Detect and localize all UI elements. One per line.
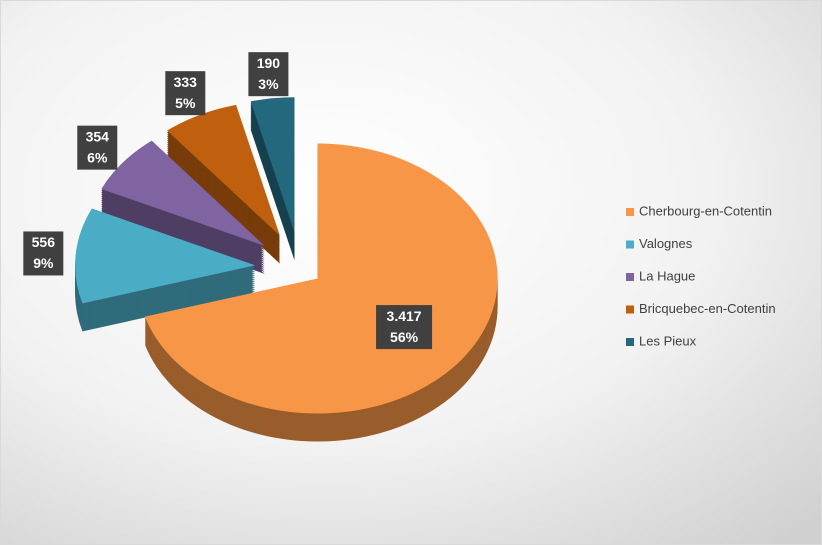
legend-label: Les Pieux — [639, 333, 697, 348]
data-label: 3.417 56% — [376, 305, 433, 350]
data-label-box — [23, 231, 64, 276]
data-label-box — [376, 305, 433, 350]
data-label-value: 3.417 — [387, 308, 422, 324]
data-label-value: 556 — [32, 234, 56, 250]
legend-swatch — [626, 338, 634, 346]
data-label-percent: 56% — [390, 329, 419, 345]
legend-label: Valognes — [639, 236, 693, 251]
data-label-value: 354 — [86, 128, 110, 144]
legend-swatch — [626, 273, 634, 281]
legend-swatch — [626, 208, 634, 216]
legend-label: Bricquebec-en-Cotentin — [639, 301, 776, 316]
slice — [167, 104, 280, 236]
data-label-box — [165, 71, 206, 116]
legend-label: La Hague — [639, 268, 695, 283]
data-label-value: 333 — [174, 74, 198, 90]
data-label-percent: 9% — [33, 255, 54, 271]
data-label-box — [248, 52, 289, 97]
data-label-percent: 6% — [87, 149, 108, 165]
data-label-box — [77, 125, 118, 170]
legend-swatch — [626, 305, 634, 314]
data-label-percent: 3% — [258, 76, 279, 92]
legend-swatch — [626, 240, 634, 249]
legend-label: Cherbourg-en-Cotentin — [639, 203, 772, 218]
data-label-percent: 5% — [175, 95, 196, 111]
slice — [75, 208, 256, 304]
data-label-value: 190 — [257, 55, 281, 71]
slice — [101, 140, 265, 246]
slice — [250, 97, 295, 233]
